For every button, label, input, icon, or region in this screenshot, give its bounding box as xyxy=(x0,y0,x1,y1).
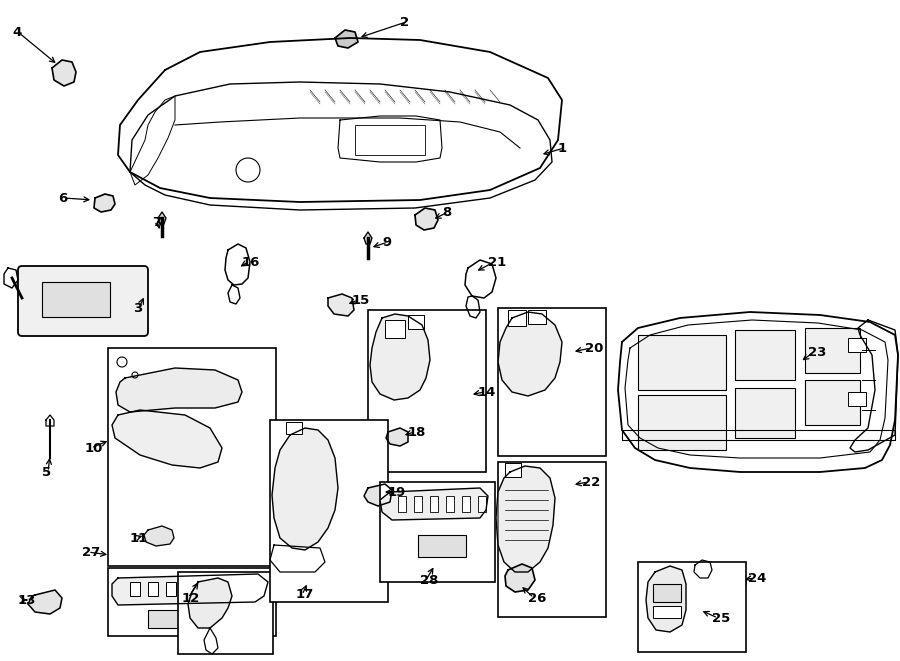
Bar xyxy=(414,496,422,512)
Bar xyxy=(805,380,860,425)
Bar xyxy=(653,606,681,618)
Bar xyxy=(498,308,606,456)
Text: 26: 26 xyxy=(528,592,546,605)
Bar xyxy=(178,572,273,654)
Ellipse shape xyxy=(704,567,746,597)
Polygon shape xyxy=(364,484,392,506)
Text: 14: 14 xyxy=(478,385,497,399)
Bar xyxy=(166,582,176,596)
Text: 16: 16 xyxy=(242,256,260,268)
Bar xyxy=(238,582,248,596)
Text: 7: 7 xyxy=(152,215,161,229)
Bar xyxy=(848,392,866,406)
Bar xyxy=(408,315,424,329)
Polygon shape xyxy=(94,194,115,212)
Text: 10: 10 xyxy=(85,442,104,455)
Bar xyxy=(462,496,470,512)
Ellipse shape xyxy=(711,573,739,591)
Polygon shape xyxy=(52,60,76,86)
Text: 5: 5 xyxy=(42,465,51,479)
Text: 11: 11 xyxy=(130,531,148,545)
Text: 3: 3 xyxy=(133,301,142,315)
Polygon shape xyxy=(646,566,686,632)
Polygon shape xyxy=(498,312,562,396)
Text: 18: 18 xyxy=(408,426,427,438)
Polygon shape xyxy=(505,564,535,592)
Bar xyxy=(270,420,388,602)
Text: 12: 12 xyxy=(182,592,200,605)
Bar xyxy=(42,282,110,317)
Bar xyxy=(148,610,183,628)
Text: 23: 23 xyxy=(808,346,826,358)
Polygon shape xyxy=(116,368,242,412)
Text: 17: 17 xyxy=(296,588,314,602)
Bar xyxy=(184,582,194,596)
Bar xyxy=(735,388,795,438)
Bar xyxy=(848,338,866,352)
Text: 27: 27 xyxy=(82,545,100,559)
Polygon shape xyxy=(496,466,555,572)
Polygon shape xyxy=(415,208,438,230)
Bar xyxy=(505,463,521,477)
Bar xyxy=(368,310,486,472)
Text: 21: 21 xyxy=(488,256,506,268)
Text: 4: 4 xyxy=(12,26,22,38)
Polygon shape xyxy=(28,590,62,614)
Bar xyxy=(446,496,454,512)
Polygon shape xyxy=(188,578,232,628)
Polygon shape xyxy=(370,314,430,400)
Bar xyxy=(286,422,302,434)
Text: 9: 9 xyxy=(382,235,392,249)
Text: 2: 2 xyxy=(400,15,410,28)
Text: 15: 15 xyxy=(352,293,370,307)
Bar xyxy=(108,568,276,636)
Polygon shape xyxy=(158,212,166,224)
Polygon shape xyxy=(380,488,488,520)
Bar xyxy=(508,310,526,326)
Bar xyxy=(418,535,466,557)
Bar xyxy=(478,496,486,512)
Bar xyxy=(638,335,726,390)
Bar xyxy=(202,582,212,596)
Bar xyxy=(355,125,425,155)
Polygon shape xyxy=(386,428,408,446)
Bar xyxy=(108,348,276,566)
Polygon shape xyxy=(328,294,354,316)
Bar xyxy=(130,582,140,596)
Bar xyxy=(380,482,495,582)
FancyBboxPatch shape xyxy=(18,266,148,336)
Bar xyxy=(805,328,860,373)
Text: 28: 28 xyxy=(420,574,438,586)
Text: 20: 20 xyxy=(585,342,603,354)
Bar xyxy=(398,496,406,512)
Bar xyxy=(638,562,746,652)
Text: 19: 19 xyxy=(388,485,406,498)
Polygon shape xyxy=(335,30,358,48)
Bar xyxy=(498,462,606,617)
Text: 22: 22 xyxy=(582,475,600,488)
Bar xyxy=(385,320,405,338)
Text: 24: 24 xyxy=(748,572,767,584)
Text: 8: 8 xyxy=(442,206,451,219)
Polygon shape xyxy=(144,526,174,546)
Polygon shape xyxy=(364,232,372,244)
Text: 13: 13 xyxy=(18,594,36,607)
Bar xyxy=(653,584,681,602)
Bar xyxy=(430,496,438,512)
Bar xyxy=(528,310,546,324)
Bar xyxy=(735,330,795,380)
Polygon shape xyxy=(112,574,268,605)
Polygon shape xyxy=(272,428,338,550)
Bar xyxy=(220,582,230,596)
Bar xyxy=(638,395,726,450)
Polygon shape xyxy=(112,410,222,468)
Text: 1: 1 xyxy=(558,141,567,155)
Text: 6: 6 xyxy=(58,192,68,204)
Text: 25: 25 xyxy=(712,611,730,625)
Bar xyxy=(148,582,158,596)
